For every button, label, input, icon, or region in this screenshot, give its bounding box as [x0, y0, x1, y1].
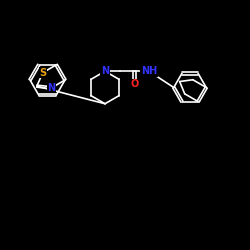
Text: S: S	[39, 68, 46, 78]
Text: O: O	[130, 79, 138, 89]
Text: NH: NH	[141, 66, 157, 76]
Text: N: N	[48, 83, 56, 93]
Text: N: N	[101, 66, 109, 76]
